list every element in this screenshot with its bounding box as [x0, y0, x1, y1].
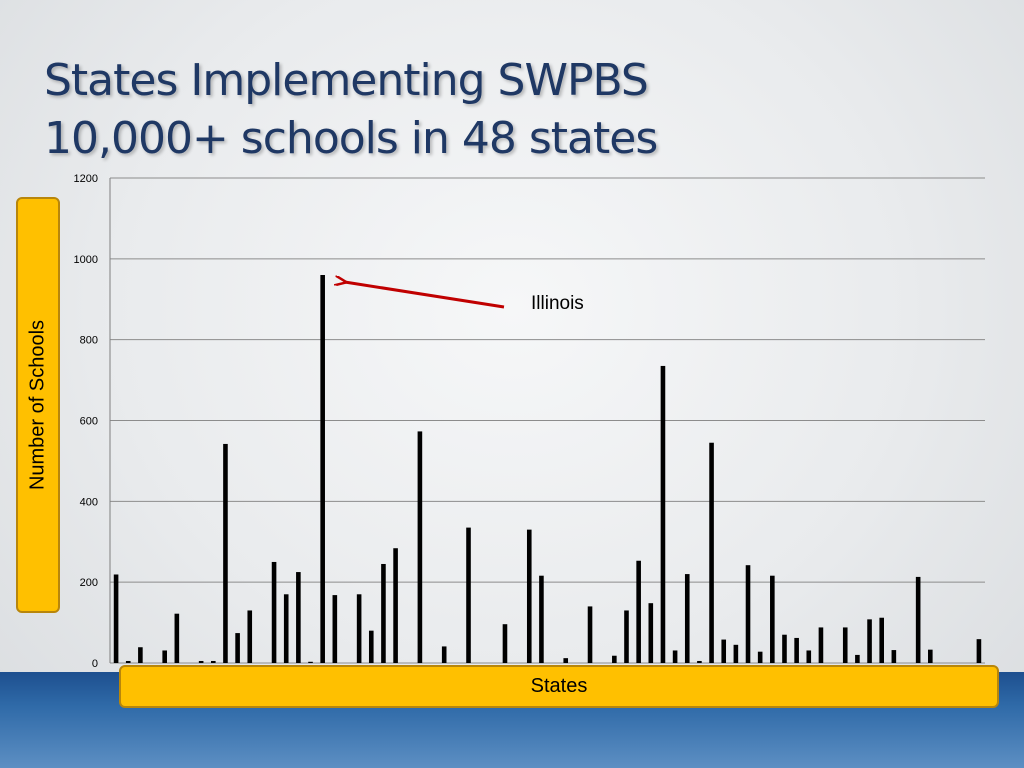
bar	[283, 594, 289, 663]
bar	[624, 610, 629, 663]
y-axis-label: Number of Schools	[26, 319, 49, 491]
bar	[320, 275, 325, 663]
bar	[113, 574, 119, 663]
bar	[818, 627, 824, 663]
y-tick-label: 600	[80, 416, 98, 428]
bar	[393, 548, 398, 663]
bar	[733, 644, 739, 663]
title-line-1: States Implementing SWPBS	[44, 55, 649, 106]
annotation-arrow	[345, 282, 505, 309]
bar	[247, 610, 253, 663]
y-axis-label-box: Number of Schools	[16, 197, 60, 613]
y-tick-label: 200	[80, 577, 98, 589]
bar	[842, 627, 848, 663]
bar	[891, 650, 897, 663]
bar	[806, 650, 812, 663]
bar	[709, 442, 714, 663]
bar	[441, 646, 447, 663]
bar	[745, 565, 751, 663]
title-line-2: 10,000+ schools in 48 states	[44, 113, 658, 164]
bar	[417, 431, 423, 663]
bar	[587, 606, 593, 663]
bar	[855, 654, 860, 663]
bar	[976, 639, 982, 663]
bar	[174, 613, 180, 663]
y-tick-label: 400	[80, 496, 98, 508]
bar	[539, 575, 544, 663]
bar	[915, 576, 921, 663]
bar	[308, 661, 313, 663]
bar	[198, 660, 204, 663]
bar	[502, 624, 508, 663]
bar	[770, 575, 775, 663]
bar	[697, 660, 702, 663]
slide-title: States Implementing SWPBS 10,000+ school…	[44, 52, 658, 168]
x-axis-label: States	[530, 675, 588, 697]
bar	[928, 649, 933, 663]
bar	[782, 634, 787, 663]
bar	[648, 603, 654, 663]
bar	[672, 650, 678, 663]
bar	[211, 660, 216, 663]
bar	[563, 658, 569, 663]
y-tick-label: 0	[92, 658, 98, 670]
bar	[867, 619, 872, 663]
y-tick-label: 1200	[74, 173, 98, 185]
bar	[125, 660, 131, 663]
bars	[113, 275, 982, 664]
y-tick-label: 800	[80, 335, 98, 347]
bar	[721, 639, 727, 663]
y-tick-labels: 0 200 400 600 800 1000 1200	[74, 173, 98, 670]
gridlines	[110, 177, 985, 664]
bar	[368, 630, 374, 663]
bar	[223, 443, 228, 663]
bar	[684, 574, 690, 663]
bar	[296, 572, 301, 663]
bar	[879, 617, 884, 663]
bar	[660, 365, 666, 663]
bar	[612, 655, 617, 663]
bar	[356, 594, 362, 663]
bar	[526, 529, 532, 664]
bar	[794, 637, 799, 663]
bar	[271, 561, 277, 663]
bar	[636, 560, 641, 663]
bar	[235, 633, 240, 663]
annotation-label-illinois: Illinois	[531, 293, 584, 314]
y-tick-label: 1000	[74, 254, 98, 266]
bar	[757, 651, 763, 663]
x-axis-label-box: States	[119, 665, 999, 708]
bar	[162, 650, 167, 663]
bar	[381, 563, 386, 663]
bar	[466, 527, 471, 663]
bar	[138, 647, 143, 663]
bar	[332, 595, 338, 663]
